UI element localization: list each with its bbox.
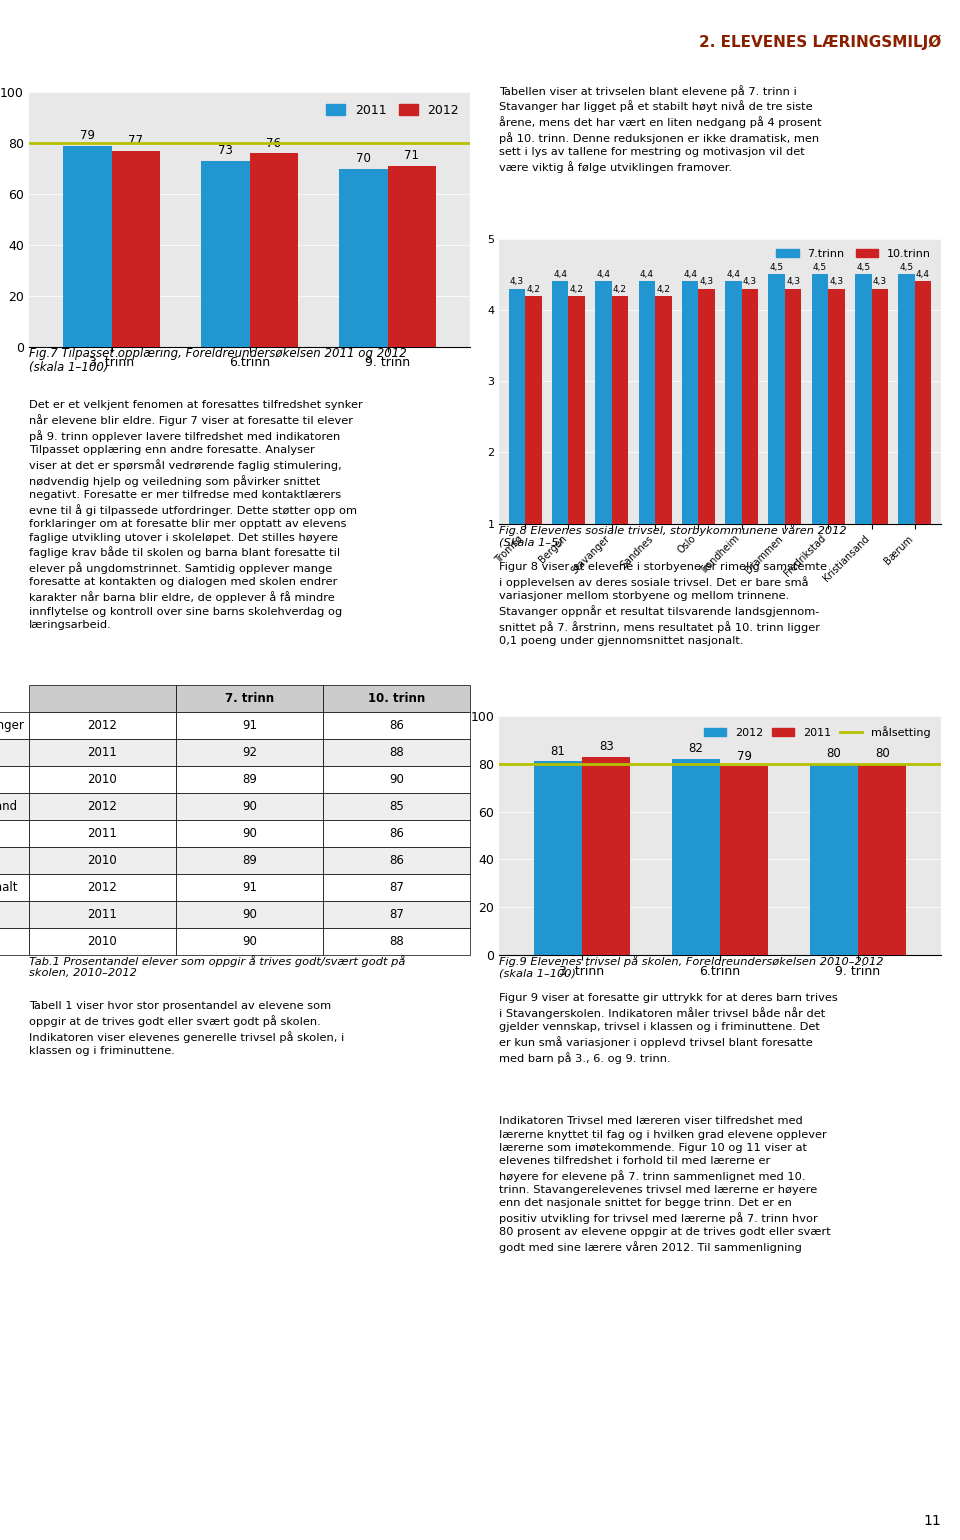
Bar [769, 274, 785, 594]
Legend: 2012, 2011, målsetting: 2012, 2011, målsetting [699, 722, 935, 742]
Text: Fig.8 Elevenes sosiale trivsel, storbykommunene våren 2012
(Skala 1–5): Fig.8 Elevenes sosiale trivsel, storbyko… [499, 524, 847, 547]
Bar [742, 288, 758, 594]
Text: 4,4: 4,4 [553, 271, 567, 279]
Bar [63, 146, 111, 346]
Bar [682, 282, 698, 594]
Text: 4,2: 4,2 [569, 285, 584, 294]
Bar [812, 274, 828, 594]
Text: 4,3: 4,3 [786, 277, 801, 286]
Bar [858, 764, 906, 955]
Text: 4,4: 4,4 [727, 271, 740, 279]
Bar [339, 168, 388, 346]
Text: 11: 11 [924, 1514, 941, 1528]
Text: 4,5: 4,5 [813, 263, 828, 273]
Text: Figur 9 viser at foresatte gir uttrykk for at deres barn trives
i Stavangerskole: Figur 9 viser at foresatte gir uttrykk f… [499, 993, 838, 1064]
Bar [552, 282, 568, 594]
Bar [582, 756, 631, 955]
Bar [568, 296, 585, 594]
Bar [872, 288, 888, 594]
Text: 4,3: 4,3 [743, 277, 756, 286]
Text: 82: 82 [688, 742, 704, 756]
Text: 80: 80 [875, 747, 890, 761]
Text: 4,3: 4,3 [700, 277, 713, 286]
Text: 73: 73 [218, 145, 233, 157]
Text: 4,2: 4,2 [613, 285, 627, 294]
Text: 4,4: 4,4 [684, 271, 697, 279]
Bar [534, 761, 582, 955]
Bar [655, 296, 671, 594]
Text: 4,5: 4,5 [900, 263, 914, 273]
Bar [509, 288, 525, 594]
Bar [899, 274, 915, 594]
Bar [202, 162, 250, 346]
Text: 4,2: 4,2 [657, 285, 670, 294]
Text: Fig.9 Elevenes trivsel på skolen, Foreldreundersøkelsen 2010–2012
(skala 1–100): Fig.9 Elevenes trivsel på skolen, Foreld… [499, 955, 884, 978]
Text: Tabellen viser at trivselen blant elevene på 7. trinn i
Stavanger har ligget på : Tabellen viser at trivselen blant eleven… [499, 85, 822, 174]
Text: 70: 70 [356, 152, 371, 165]
Text: 4,3: 4,3 [829, 277, 844, 286]
Bar [855, 274, 872, 594]
Bar [525, 296, 541, 594]
Bar [720, 767, 768, 955]
Text: 4,4: 4,4 [596, 271, 611, 279]
Text: 80: 80 [827, 747, 841, 761]
Bar [915, 282, 931, 594]
Text: Det er et velkjent fenomen at foresattes tilfredshet synker
når elevene blir eld: Det er et velkjent fenomen at foresattes… [29, 400, 363, 630]
Bar [111, 151, 160, 346]
Legend: 7.trinn, 10.trinn: 7.trinn, 10.trinn [772, 245, 935, 263]
Text: Figur 8 viser at elevene i storbyene er rimelig samstemte
i opplevelsen av deres: Figur 8 viser at elevene i storbyene er … [499, 562, 828, 647]
Text: 83: 83 [599, 741, 613, 753]
Bar [250, 154, 298, 346]
Text: 71: 71 [404, 149, 420, 162]
Text: 77: 77 [129, 134, 143, 146]
Text: 76: 76 [266, 137, 281, 149]
Text: 79: 79 [80, 129, 95, 142]
Bar [595, 282, 612, 594]
Bar [388, 166, 436, 346]
Bar [612, 296, 628, 594]
Text: 4,4: 4,4 [916, 271, 930, 279]
Bar [828, 288, 845, 594]
Legend: 2011, 2012: 2011, 2012 [321, 99, 464, 122]
Text: 4,5: 4,5 [770, 263, 783, 273]
Text: 4,3: 4,3 [873, 277, 887, 286]
Text: 4,5: 4,5 [856, 263, 871, 273]
Bar [725, 282, 742, 594]
Bar [638, 282, 655, 594]
Text: Tabell 1 viser hvor stor prosentandel av elevene som
oppgir at de trives godt el: Tabell 1 viser hvor stor prosentandel av… [29, 1001, 344, 1056]
Bar [785, 288, 802, 594]
Bar [698, 288, 715, 594]
Bar [672, 759, 720, 955]
Text: Fig.7 Tilpasset opplæring, Foreldreundersøkelsen 2011 og 2012
(skala 1–100): Fig.7 Tilpasset opplæring, Foreldreunder… [29, 346, 406, 374]
Text: Tab.1 Prosentandel elever som oppgir å trives godt/svært godt på
skolen, 2010–20: Tab.1 Prosentandel elever som oppgir å t… [29, 955, 405, 978]
Text: 2. ELEVENES LÆRINGSMILJØ: 2. ELEVENES LÆRINGSMILJØ [699, 35, 941, 49]
Text: 4,2: 4,2 [526, 285, 540, 294]
Bar [809, 764, 858, 955]
Text: 4,3: 4,3 [510, 277, 524, 286]
Text: 4,4: 4,4 [639, 271, 654, 279]
Text: 79: 79 [736, 750, 752, 762]
Text: Indikatoren Trivsel med læreren viser tilfredshet med
lærerne knyttet til fag og: Indikatoren Trivsel med læreren viser ti… [499, 1116, 831, 1254]
Text: 81: 81 [550, 745, 565, 758]
